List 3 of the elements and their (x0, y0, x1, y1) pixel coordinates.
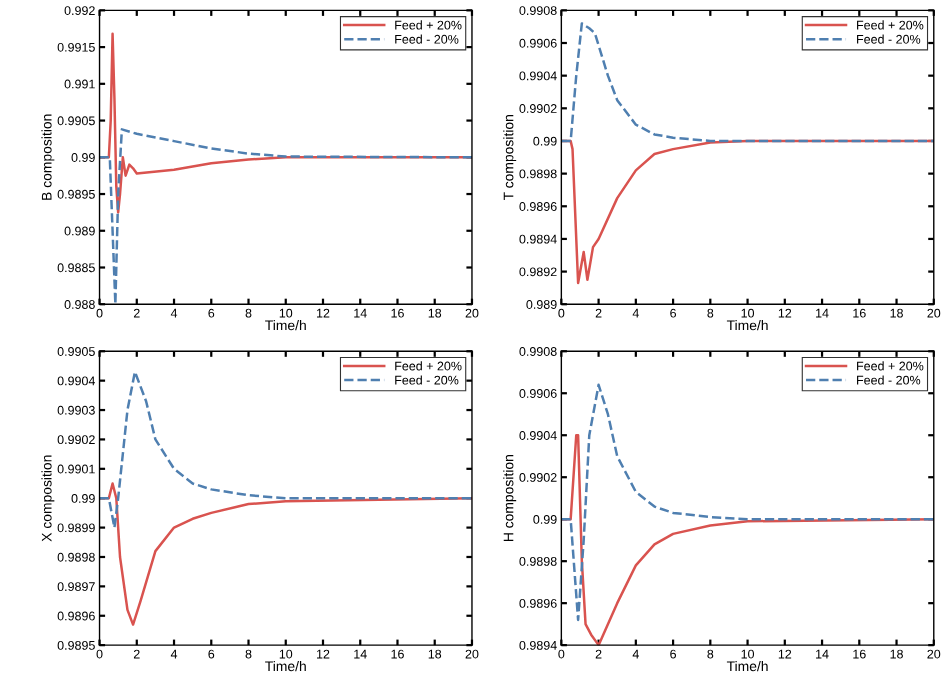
line-series (561, 383, 934, 622)
line-series (561, 22, 934, 143)
line-series (99, 370, 472, 529)
